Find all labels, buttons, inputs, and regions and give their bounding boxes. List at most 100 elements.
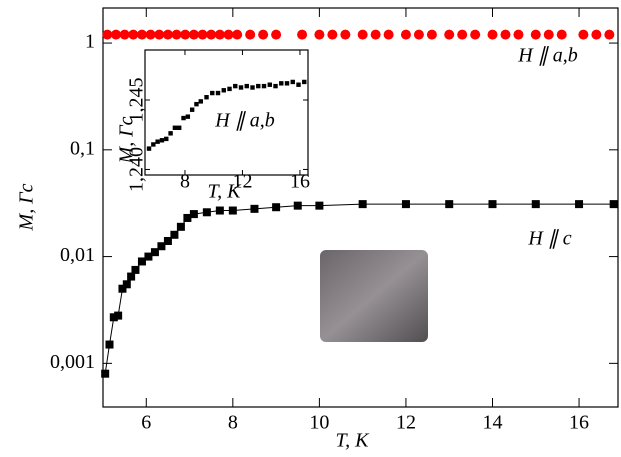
point — [250, 204, 259, 213]
point — [244, 83, 249, 89]
point — [176, 222, 185, 231]
point — [530, 29, 541, 40]
point — [157, 242, 166, 251]
point — [114, 311, 123, 320]
point — [202, 208, 211, 217]
point — [221, 88, 226, 93]
point — [189, 107, 195, 112]
point — [168, 131, 173, 136]
point — [183, 213, 192, 222]
y-axis-label: M, Гс — [16, 183, 38, 231]
point — [591, 29, 602, 40]
point — [214, 29, 225, 40]
point — [315, 201, 324, 210]
point — [273, 83, 278, 89]
point — [575, 200, 584, 209]
x-tick-label: 8 — [180, 171, 190, 193]
point — [426, 29, 437, 40]
point — [151, 142, 156, 147]
x-tick-label: 8 — [228, 412, 238, 434]
point — [256, 83, 261, 89]
point — [227, 86, 232, 92]
point — [150, 248, 159, 257]
point — [162, 29, 173, 40]
point — [102, 29, 113, 40]
x-tick-label: 12 — [232, 171, 252, 193]
point — [170, 230, 179, 239]
point — [370, 29, 381, 40]
y-tick-label: 0,01 — [60, 244, 95, 266]
point — [271, 29, 282, 40]
point — [513, 29, 524, 40]
x-tick-label: 16 — [569, 412, 589, 434]
point — [215, 206, 224, 215]
point — [206, 29, 217, 40]
point — [543, 29, 554, 40]
point — [127, 272, 136, 281]
point — [131, 265, 140, 274]
point — [578, 29, 589, 40]
axes-frame — [144, 49, 309, 176]
series-label: H ∥ c — [527, 228, 571, 250]
point — [171, 29, 182, 40]
point — [188, 29, 199, 40]
point — [101, 369, 110, 378]
point — [500, 29, 511, 40]
point — [137, 257, 146, 266]
point — [105, 340, 114, 349]
point — [177, 125, 182, 130]
point — [204, 95, 209, 100]
point — [145, 29, 156, 40]
point — [400, 29, 411, 40]
point — [314, 29, 325, 40]
point — [261, 83, 267, 89]
point — [164, 136, 169, 142]
point — [340, 29, 351, 40]
point — [136, 29, 147, 40]
point — [279, 81, 284, 86]
point — [488, 200, 497, 209]
point — [181, 115, 186, 121]
point — [357, 29, 368, 40]
series-label: H ∥ a,b — [517, 45, 577, 67]
point — [470, 29, 481, 40]
point — [159, 138, 165, 143]
x-tick-label: 16 — [290, 171, 310, 193]
point — [163, 236, 172, 245]
y-tick-label: 0,001 — [50, 351, 95, 373]
point — [296, 82, 301, 87]
point — [444, 29, 455, 40]
point — [223, 29, 234, 40]
plot: 6 8 10 12 14 16 0,001 0,01 0,1 1 T, К M, Гс H ∥ a,b H… — [16, 7, 619, 452]
point — [358, 200, 367, 209]
y-tick-label: 0,1 — [70, 137, 95, 159]
point — [245, 29, 256, 40]
axes-frame — [102, 7, 619, 408]
point — [144, 252, 153, 261]
x-axis-label: T, K — [208, 181, 243, 203]
point — [215, 90, 221, 96]
point — [146, 146, 152, 151]
point — [185, 114, 191, 119]
point — [250, 85, 255, 90]
x-axis-label: T, К — [336, 430, 371, 452]
crystal-photo — [320, 250, 428, 342]
point — [110, 29, 121, 40]
point — [401, 200, 410, 209]
point — [154, 29, 165, 40]
point — [556, 29, 567, 40]
point — [232, 29, 243, 40]
y-tick-label: 1,240 — [126, 147, 148, 192]
x-tick-label: 6 — [141, 412, 151, 434]
y-axis-label: M, Гс — [116, 116, 138, 164]
point — [258, 29, 269, 40]
point — [272, 203, 281, 212]
point — [457, 29, 468, 40]
annotation: H ∥ a,b — [214, 110, 274, 132]
point — [109, 313, 118, 322]
y-tick-label: 1,245 — [126, 78, 148, 123]
point — [413, 29, 424, 40]
point — [531, 200, 540, 209]
point — [604, 29, 615, 40]
point — [487, 29, 498, 40]
